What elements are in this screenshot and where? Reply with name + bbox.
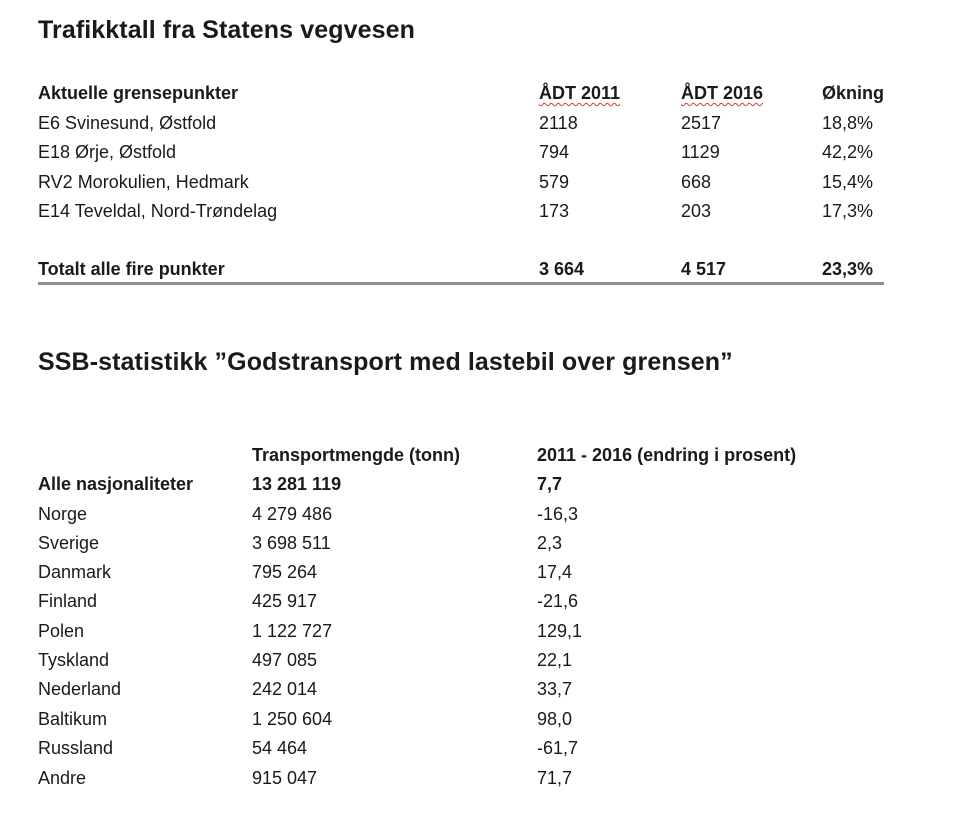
table-cell: 2517 [681,113,722,133]
table-cell: Tyskland [38,650,110,670]
traffic-header-adt2011-text: ÅDT 2011 [539,83,621,103]
table-cell: 22,1 [537,650,573,670]
table-cell: 17,3% [822,201,874,221]
section1-title: Trafikktall fra Statens vegvesen [38,16,415,44]
traffic-header-increase: Økning [822,83,884,103]
table-cell: 203 [681,201,712,221]
table-cell: 129,1 [537,621,583,641]
table-cell: -61,7 [537,738,579,758]
total-adt2016: 4 517 [681,259,727,279]
table-cell: Finland [38,591,98,611]
freight-header-change: 2011 - 2016 (endring i prosent) [537,445,797,465]
table-cell: Polen [38,621,85,641]
table-cell: 17,4 [537,562,573,582]
table-cell: Baltikum [38,709,108,729]
total-label: Totalt alle fire punkter [38,259,225,279]
table-cell: -16,3 [537,504,579,524]
table-cell: 1129 [681,142,720,162]
table-cell: 2118 [539,113,578,133]
table-cell: 795 264 [252,562,318,582]
table-cell: 13 281 119 [252,474,342,494]
table-cell: 7,7 [537,474,563,494]
total-increase: 23,3% [822,259,874,279]
table-cell: 71,7 [537,768,573,788]
table-cell: E14 Teveldal, Nord-Trøndelag [38,201,278,221]
table-cell: E18 Ørje, Østfold [38,142,177,162]
table-cell: 668 [681,172,712,192]
traffic-header-location: Aktuelle grensepunkter [38,83,239,103]
table-cell: Andre [38,768,87,788]
table-cell: RV2 Morokulien, Hedmark [38,172,249,192]
table-cell: Alle nasjonaliteter [38,474,194,494]
table-cell: 2,3 [537,533,563,553]
table-cell: 915 047 [252,768,318,788]
table-cell: -21,6 [537,591,579,611]
table-cell: 425 917 [252,591,318,611]
table-cell: 15,4% [822,172,874,192]
table-cell: 98,0 [537,709,573,729]
section2-title: SSB-statistikk ”Godstransport med lasteb… [38,348,733,376]
table-cell: 794 [539,142,570,162]
traffic-header-adt2016-text: ÅDT 2016 [681,83,764,103]
table-cell: 1 250 604 [252,709,333,729]
table-cell: Sverige [38,533,100,553]
total-adt2011: 3 664 [539,259,585,279]
table-cell: 18,8% [822,113,874,133]
table-cell: Danmark [38,562,112,582]
table-cell: 1 122 727 [252,621,333,641]
table-cell: E6 Svinesund, Østfold [38,113,217,133]
table-cell: 242 014 [252,679,318,699]
table-cell: 4 279 486 [252,504,333,524]
table-cell: Russland [38,738,114,758]
table-cell: 42,2% [822,142,874,162]
table-cell: 33,7 [537,679,573,699]
table-cell: Nederland [38,679,122,699]
table-cell: 579 [539,172,570,192]
freight-header-amount: Transportmengde (tonn) [252,445,460,465]
total-underline [38,282,884,285]
table-cell: 173 [539,201,570,221]
traffic-header-adt2016: ÅDT 2016 [681,83,763,104]
table-cell: 3 698 511 [252,533,331,553]
table-cell: Norge [38,504,88,524]
table-cell: 497 085 [252,650,318,670]
table-cell: 54 464 [252,738,308,758]
traffic-header-adt2011: ÅDT 2011 [539,83,620,104]
